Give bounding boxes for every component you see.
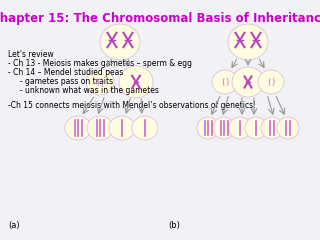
Ellipse shape	[213, 117, 235, 139]
Text: (: (	[221, 78, 225, 86]
Text: (a): (a)	[8, 221, 20, 230]
Text: (b): (b)	[168, 221, 180, 230]
Ellipse shape	[109, 116, 135, 140]
Ellipse shape	[65, 116, 91, 140]
Text: Let's review: Let's review	[8, 50, 54, 59]
Ellipse shape	[245, 117, 267, 139]
Text: Chapter 15: The Chromosomal Basis of Inheritance: Chapter 15: The Chromosomal Basis of Inh…	[0, 12, 320, 25]
Text: ): )	[271, 78, 275, 86]
Text: - Ch 13 - Meiosis makes gametes – sperm & egg: - Ch 13 - Meiosis makes gametes – sperm …	[8, 59, 192, 68]
Ellipse shape	[229, 117, 251, 139]
Text: ): )	[225, 78, 228, 86]
Ellipse shape	[258, 70, 284, 94]
Ellipse shape	[228, 24, 268, 60]
Ellipse shape	[100, 24, 140, 60]
Text: - unknown what was in the gametes: - unknown what was in the gametes	[8, 86, 159, 95]
Ellipse shape	[87, 116, 113, 140]
Text: ): )	[100, 78, 104, 86]
Ellipse shape	[132, 116, 158, 140]
Text: - Ch 14 – Mendel studied peas: - Ch 14 – Mendel studied peas	[8, 68, 124, 77]
Ellipse shape	[197, 117, 219, 139]
Ellipse shape	[261, 117, 283, 139]
Ellipse shape	[86, 69, 114, 95]
Text: -Ch 15 connects meiosis with Mendel’s observations of genetics!: -Ch 15 connects meiosis with Mendel’s ob…	[8, 101, 256, 110]
Ellipse shape	[277, 117, 299, 139]
Text: (: (	[96, 78, 100, 86]
Ellipse shape	[232, 67, 264, 97]
Text: (: (	[268, 78, 271, 86]
Text: - gametes pass on traits: - gametes pass on traits	[8, 77, 113, 86]
Ellipse shape	[119, 66, 153, 98]
Ellipse shape	[212, 70, 238, 94]
